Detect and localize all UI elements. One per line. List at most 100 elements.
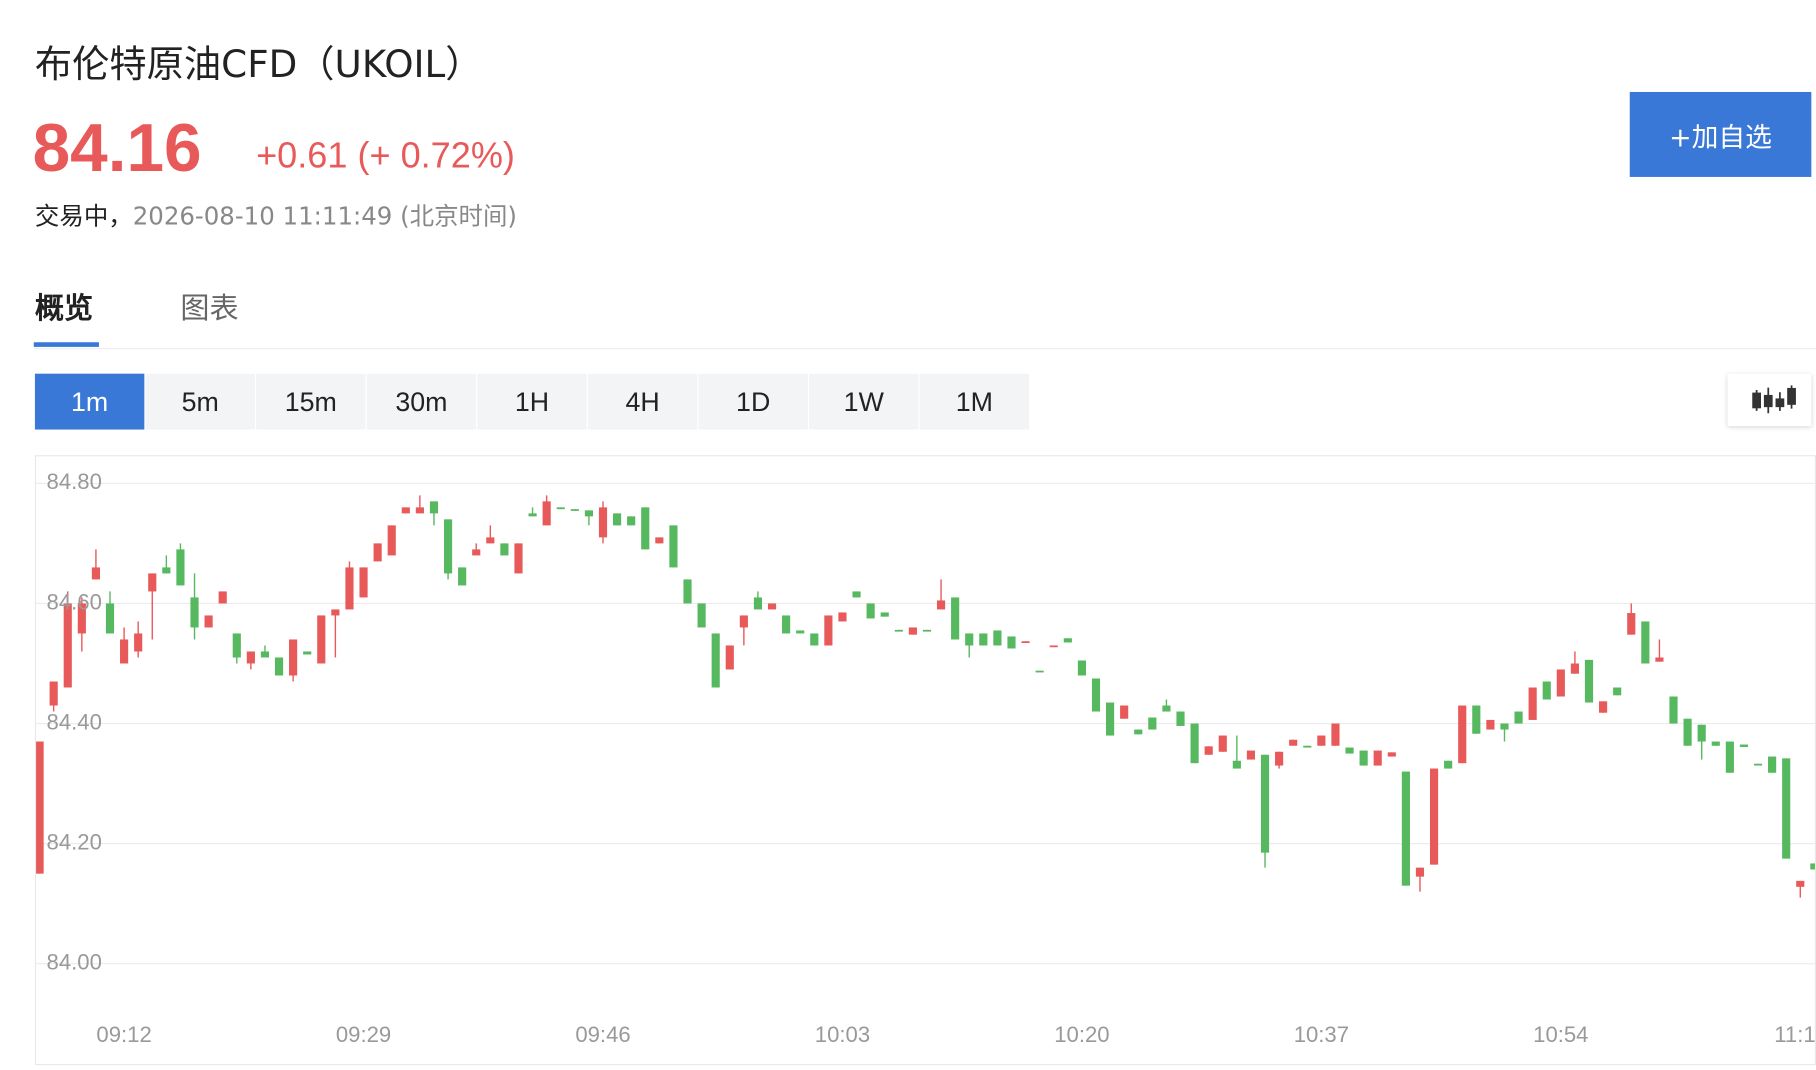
add-watchlist-button[interactable]: +加自选: [1629, 91, 1812, 177]
candle-body: [1739, 744, 1749, 747]
candle-body: [472, 549, 481, 556]
candle-body: [922, 629, 932, 632]
candle-body: [598, 507, 608, 538]
candle-body: [739, 615, 748, 628]
candle-body: [36, 741, 44, 874]
candle-body: [1599, 701, 1608, 713]
separator: [33, 348, 1816, 350]
y-tick-label: 84.40: [47, 709, 102, 734]
candle-body: [303, 651, 312, 655]
candle-body: [1584, 659, 1594, 703]
candle-body: [373, 543, 382, 562]
candle-body: [49, 681, 58, 706]
candle-body: [1796, 880, 1805, 887]
candle-body: [894, 629, 903, 632]
candle-body: [1768, 756, 1777, 773]
candle-body: [162, 567, 171, 574]
candle-body: [1570, 663, 1579, 674]
candle-body: [77, 603, 86, 634]
candle-body: [1373, 750, 1382, 766]
interval-button[interactable]: 1D: [698, 373, 808, 430]
interval-button[interactable]: 4H: [587, 373, 698, 430]
candle-body: [1782, 758, 1791, 859]
candle-body: [1246, 750, 1256, 760]
candle-body: [1401, 771, 1410, 886]
candle-body: [1810, 863, 1815, 870]
y-tick-label: 84.80: [47, 469, 102, 494]
candle-body: [458, 567, 467, 586]
candle-body: [1345, 747, 1354, 754]
last-price: 84.16: [32, 110, 202, 187]
candle-body: [1331, 723, 1340, 746]
candle-body: [1063, 638, 1072, 643]
interval-button[interactable]: 1M: [919, 373, 1030, 430]
timestamp: 2026-08-10 11:11:49 (北京时间): [132, 202, 517, 231]
x-tick-label: 10:54: [1533, 1022, 1588, 1047]
candle-body: [1091, 678, 1101, 712]
candle-body: [1444, 760, 1453, 769]
candle-body: [725, 645, 734, 670]
interval-button[interactable]: 30m: [366, 373, 477, 430]
candle-body: [1655, 657, 1664, 662]
candle-body: [697, 603, 706, 628]
candle-body: [1120, 705, 1129, 719]
candle-body: [387, 525, 396, 556]
interval-button[interactable]: 15m: [256, 373, 366, 430]
candle-body: [866, 603, 875, 619]
candle-body: [260, 651, 270, 658]
candle-body: [1387, 752, 1396, 757]
x-tick-label: 09:46: [575, 1022, 630, 1047]
candle-body: [1429, 768, 1439, 865]
tab[interactable]: 概览: [34, 291, 94, 325]
candle-body: [1415, 867, 1425, 877]
tab[interactable]: 图表: [180, 291, 239, 325]
x-tick-label: 09:29: [336, 1022, 391, 1047]
interval-button[interactable]: 1H: [477, 373, 587, 430]
candle-body: [1683, 718, 1692, 746]
candle-body: [1289, 739, 1298, 746]
candle-body: [584, 510, 593, 517]
candle-body: [1260, 754, 1270, 853]
candle-body: [613, 513, 622, 526]
candle-body: [105, 603, 115, 634]
candle-body: [1528, 687, 1537, 720]
status: 交易中，2026-08-10 11:11:49 (北京时间): [35, 198, 517, 233]
candle-body: [1753, 763, 1763, 766]
trade-status: 交易中，: [34, 202, 133, 231]
candle-body: [345, 567, 354, 610]
candle-body: [1711, 741, 1720, 746]
x-tick-label: 10:03: [815, 1022, 870, 1047]
candle-body: [1176, 711, 1185, 726]
candle-body: [711, 633, 720, 688]
candle-body: [359, 567, 368, 598]
candle-body: [782, 615, 791, 634]
candle-body: [824, 615, 833, 646]
candle-body: [1162, 705, 1171, 712]
candle-body: [514, 543, 523, 574]
candle-body: [655, 537, 664, 544]
instrument-title: 布伦特原油CFD（UKOIL）: [34, 41, 483, 87]
candle-body: [1049, 645, 1058, 648]
candle-body: [176, 549, 185, 586]
candle-body: [91, 567, 100, 580]
y-tick-label: 84.60: [47, 589, 102, 614]
candle-body: [1190, 723, 1199, 764]
chart-type-button[interactable]: [1727, 373, 1812, 427]
candle-body: [1556, 669, 1565, 697]
candle-body: [979, 633, 988, 646]
candle-body: [1007, 636, 1016, 649]
interval-button[interactable]: 5m: [145, 373, 255, 430]
candle-body: [415, 507, 424, 514]
x-tick-label: 10:20: [1054, 1022, 1109, 1047]
candle-body: [486, 537, 495, 544]
candle-body: [796, 630, 805, 634]
candle-body: [908, 627, 917, 635]
chart: 84.80 84.60 84.40 84.20 84.00 09:12 09:29 09:46…: [34, 455, 1816, 1066]
candle-body: [1021, 641, 1030, 644]
candle-body: [1359, 750, 1368, 766]
interval-button[interactable]: 1m: [34, 373, 145, 430]
change-value: +0.61: [256, 135, 348, 176]
candle-body: [641, 507, 650, 550]
interval-button[interactable]: 1W: [809, 373, 919, 430]
candle-body: [429, 501, 439, 514]
